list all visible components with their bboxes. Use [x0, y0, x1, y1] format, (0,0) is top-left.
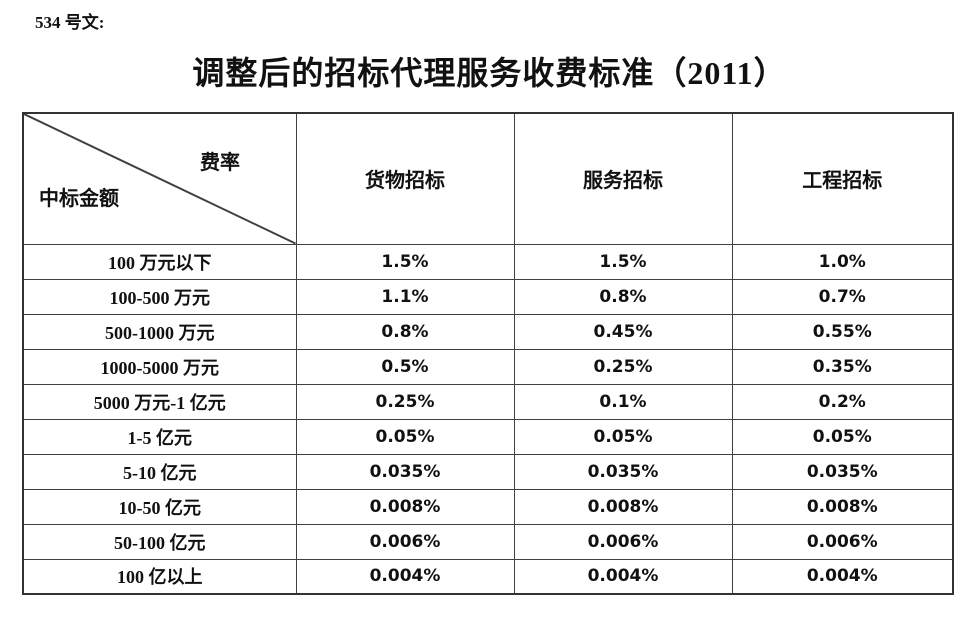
rate-cell: 0.006% — [295, 523, 515, 560]
corner-label-rate: 费率 — [200, 152, 240, 174]
table-row: 100-500 万元 1.1% 0.8% 0.7% — [22, 278, 954, 315]
rate-cell: 1.5% — [295, 243, 515, 280]
rate-cell: 0.1% — [513, 383, 733, 420]
rate-cell: 1.0% — [731, 243, 954, 280]
rate-cell: 0.25% — [513, 348, 733, 385]
table-row: 100 万元以下 1.5% 1.5% 1.0% — [22, 243, 954, 280]
column-header-goods: 货物招标 — [295, 112, 515, 245]
row-label: 50-100 亿元 — [22, 523, 297, 560]
rate-cell: 0.004% — [513, 558, 733, 595]
table-row: 50-100 亿元 0.006% 0.006% 0.006% — [22, 523, 954, 560]
row-label: 100-500 万元 — [22, 278, 297, 315]
table-row: 1-5 亿元 0.05% 0.05% 0.05% — [22, 418, 954, 455]
rate-cell: 0.7% — [731, 278, 954, 315]
rate-cell: 0.5% — [295, 348, 515, 385]
diagonal-corner-cell: 费率 中标金额 — [22, 112, 297, 245]
rate-cell: 0.008% — [731, 488, 954, 525]
rate-cell: 0.55% — [731, 313, 954, 350]
rate-cell: 0.004% — [731, 558, 954, 595]
table-row: 5-10 亿元 0.035% 0.035% 0.035% — [22, 453, 954, 490]
document-number-label: 534 号文: — [35, 13, 105, 32]
header-row: 费率 中标金额 货物招标 服务招标 工程招标 — [22, 112, 954, 245]
table-row: 500-1000 万元 0.8% 0.45% 0.55% — [22, 313, 954, 350]
rate-cell: 0.004% — [295, 558, 515, 595]
row-label: 500-1000 万元 — [22, 313, 297, 350]
row-label: 100 亿以上 — [22, 558, 297, 595]
rate-cell: 0.05% — [295, 418, 515, 455]
rate-cell: 0.006% — [513, 523, 733, 560]
row-label: 1-5 亿元 — [22, 418, 297, 455]
rate-cell: 1.1% — [295, 278, 515, 315]
row-label: 10-50 亿元 — [22, 488, 297, 525]
row-label: 1000-5000 万元 — [22, 348, 297, 385]
rate-cell: 0.2% — [731, 383, 954, 420]
rate-cell: 0.008% — [295, 488, 515, 525]
rate-cell: 0.25% — [295, 383, 515, 420]
fee-table-body: 100 万元以下 1.5% 1.5% 1.0% 100-500 万元 1.1% … — [22, 243, 954, 595]
fee-table: 费率 中标金额 货物招标 服务招标 工程招标 100 万元以下 1.5% 1.5… — [22, 112, 954, 595]
diagonal-divider-line — [24, 114, 295, 243]
table-row: 5000 万元-1 亿元 0.25% 0.1% 0.2% — [22, 383, 954, 420]
rate-cell: 0.035% — [731, 453, 954, 490]
rate-cell: 0.05% — [731, 418, 954, 455]
table-row: 100 亿以上 0.004% 0.004% 0.004% — [22, 558, 954, 595]
table-row: 10-50 亿元 0.008% 0.008% 0.008% — [22, 488, 954, 525]
row-label: 5000 万元-1 亿元 — [22, 383, 297, 420]
rate-cell: 0.35% — [731, 348, 954, 385]
rate-cell: 1.5% — [513, 243, 733, 280]
rate-cell: 0.8% — [295, 313, 515, 350]
rate-cell: 0.008% — [513, 488, 733, 525]
table-row: 1000-5000 万元 0.5% 0.25% 0.35% — [22, 348, 954, 385]
row-label: 100 万元以下 — [22, 243, 297, 280]
column-header-engineering: 工程招标 — [731, 112, 954, 245]
column-header-service: 服务招标 — [513, 112, 733, 245]
rate-cell: 0.45% — [513, 313, 733, 350]
corner-label-amount: 中标金额 — [39, 188, 119, 210]
rate-cell: 0.035% — [295, 453, 515, 490]
page-title: 调整后的招标代理服务收费标准（2011） — [192, 55, 787, 91]
fee-table-container: 费率 中标金额 货物招标 服务招标 工程招标 100 万元以下 1.5% 1.5… — [22, 112, 954, 595]
rate-cell: 0.8% — [513, 278, 733, 315]
rate-cell: 0.035% — [513, 453, 733, 490]
fee-table-header: 费率 中标金额 货物招标 服务招标 工程招标 — [22, 112, 954, 245]
row-label: 5-10 亿元 — [22, 453, 297, 490]
rate-cell: 0.05% — [513, 418, 733, 455]
rate-cell: 0.006% — [731, 523, 954, 560]
